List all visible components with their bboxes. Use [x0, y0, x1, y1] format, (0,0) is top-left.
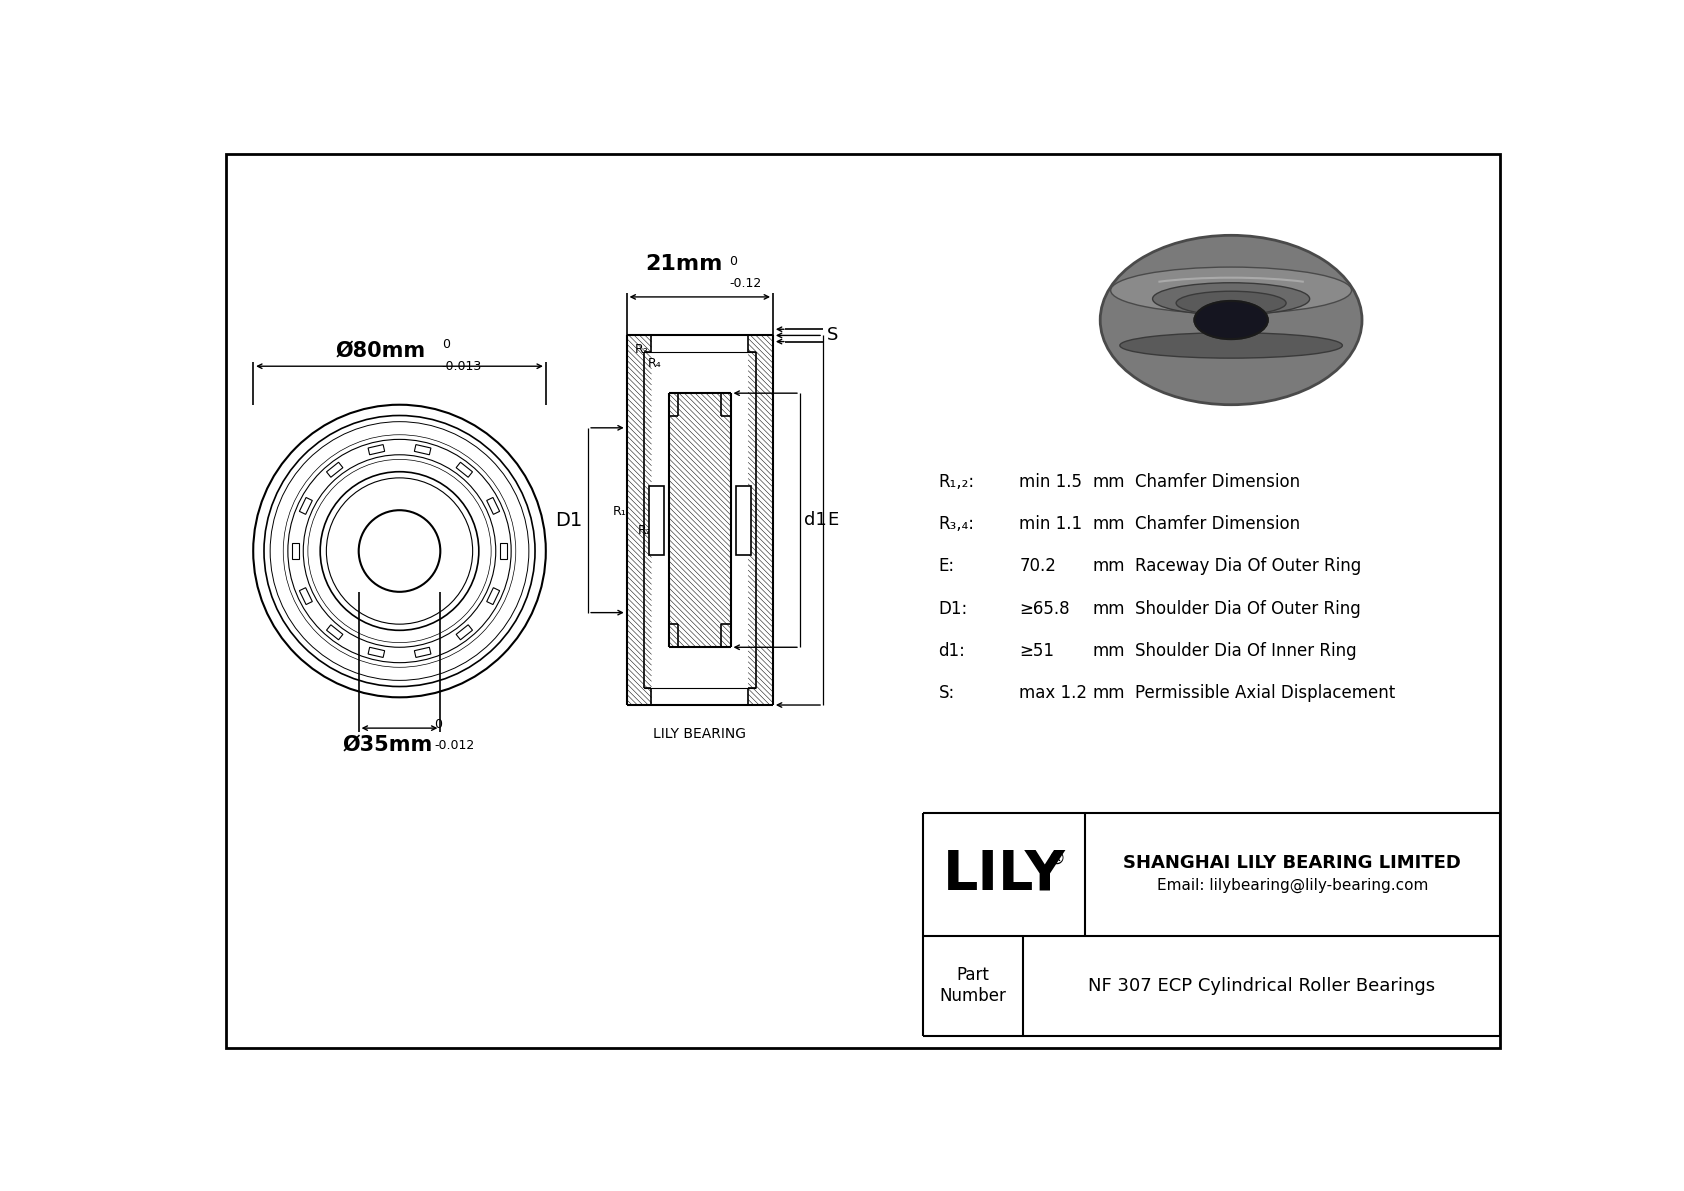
Polygon shape: [456, 625, 473, 640]
Text: Ø35mm: Ø35mm: [344, 735, 433, 754]
Text: mm: mm: [1093, 685, 1125, 703]
Text: min 1.5: min 1.5: [1019, 473, 1083, 491]
Polygon shape: [300, 498, 312, 515]
Polygon shape: [291, 543, 300, 559]
Text: E: E: [827, 511, 839, 529]
Text: D1:: D1:: [938, 600, 968, 618]
Text: ≥65.8: ≥65.8: [1019, 600, 1069, 618]
Ellipse shape: [1152, 282, 1310, 314]
Text: mm: mm: [1093, 557, 1125, 575]
Text: -0.012: -0.012: [434, 738, 475, 752]
Ellipse shape: [1120, 332, 1342, 358]
Polygon shape: [500, 543, 507, 559]
Text: mm: mm: [1093, 600, 1125, 618]
Text: R₂: R₂: [638, 524, 652, 537]
Text: Email: lilybearing@lily-bearing.com: Email: lilybearing@lily-bearing.com: [1157, 878, 1428, 893]
Text: R₃: R₃: [635, 343, 648, 356]
Text: mm: mm: [1093, 642, 1125, 660]
Text: Shoulder Dia Of Outer Ring: Shoulder Dia Of Outer Ring: [1135, 600, 1361, 618]
Polygon shape: [369, 444, 384, 455]
Polygon shape: [300, 587, 312, 605]
Text: LILY: LILY: [943, 847, 1066, 902]
Text: d1:: d1:: [938, 642, 965, 660]
Text: Part
Number: Part Number: [940, 966, 1007, 1005]
Text: R₃,₄:: R₃,₄:: [938, 515, 975, 534]
Text: mm: mm: [1093, 473, 1125, 491]
Text: R₁,₂:: R₁,₂:: [938, 473, 975, 491]
Polygon shape: [487, 498, 500, 515]
Polygon shape: [327, 462, 344, 478]
Text: R₁: R₁: [613, 505, 626, 518]
Text: LILY BEARING: LILY BEARING: [653, 727, 746, 741]
Text: 0: 0: [729, 255, 738, 268]
Text: 70.2: 70.2: [1019, 557, 1056, 575]
Polygon shape: [369, 647, 384, 657]
Polygon shape: [487, 587, 500, 605]
Bar: [736, 486, 751, 555]
Text: D1: D1: [554, 511, 583, 530]
Text: Permissible Axial Displacement: Permissible Axial Displacement: [1135, 685, 1394, 703]
Text: 0: 0: [434, 718, 443, 731]
Text: mm: mm: [1093, 515, 1125, 534]
Text: E:: E:: [938, 557, 955, 575]
Text: Chamfer Dimension: Chamfer Dimension: [1135, 473, 1300, 491]
Text: ≥51: ≥51: [1019, 642, 1054, 660]
Ellipse shape: [1111, 267, 1352, 313]
Text: -0.013: -0.013: [441, 360, 482, 373]
Ellipse shape: [1194, 301, 1268, 339]
Ellipse shape: [1175, 292, 1287, 314]
Polygon shape: [414, 444, 431, 455]
Polygon shape: [414, 647, 431, 657]
Text: Ø80mm: Ø80mm: [335, 341, 426, 360]
Text: 0: 0: [441, 338, 450, 351]
Ellipse shape: [1100, 236, 1362, 405]
Text: Chamfer Dimension: Chamfer Dimension: [1135, 515, 1300, 534]
Text: min 1.1: min 1.1: [1019, 515, 1083, 534]
Text: R₄: R₄: [647, 357, 662, 370]
Text: S:: S:: [938, 685, 955, 703]
Text: max 1.2: max 1.2: [1019, 685, 1088, 703]
Text: NF 307 ECP Cylindrical Roller Bearings: NF 307 ECP Cylindrical Roller Bearings: [1088, 977, 1435, 994]
Bar: [648, 486, 663, 555]
Text: ®: ®: [1047, 850, 1066, 868]
Text: Shoulder Dia Of Inner Ring: Shoulder Dia Of Inner Ring: [1135, 642, 1357, 660]
Ellipse shape: [1194, 301, 1268, 339]
Text: 21mm: 21mm: [645, 254, 722, 274]
Polygon shape: [456, 462, 473, 478]
Text: -0.12: -0.12: [729, 276, 761, 289]
Text: SHANGHAI LILY BEARING LIMITED: SHANGHAI LILY BEARING LIMITED: [1123, 854, 1462, 872]
Polygon shape: [327, 625, 344, 640]
Text: S: S: [827, 326, 839, 344]
Text: d1: d1: [803, 511, 827, 529]
Text: Raceway Dia Of Outer Ring: Raceway Dia Of Outer Ring: [1135, 557, 1361, 575]
